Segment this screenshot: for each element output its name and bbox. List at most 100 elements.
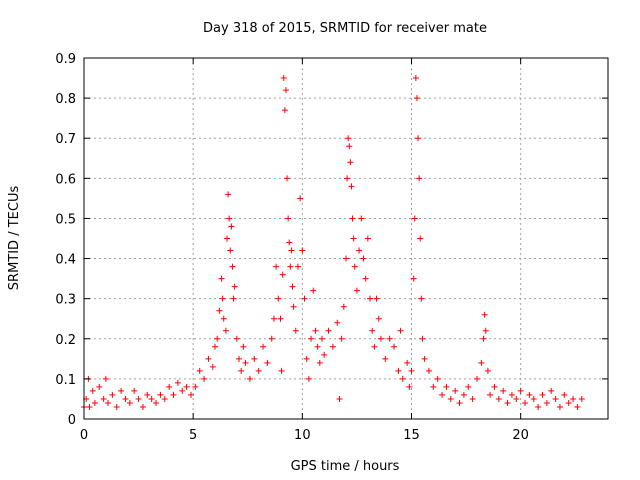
- data-point: [275, 295, 282, 302]
- data-point: [360, 255, 367, 262]
- data-point: [353, 287, 360, 294]
- y-tick-label: 0.6: [55, 172, 76, 187]
- data-point: [460, 391, 467, 398]
- y-tick-label: 0.8: [55, 92, 76, 107]
- y-tick-label: 0.9: [55, 52, 76, 67]
- x-tick-label: 5: [189, 428, 197, 443]
- data-point: [408, 367, 415, 374]
- data-point: [416, 175, 423, 182]
- data-point: [179, 387, 186, 394]
- data-point: [86, 403, 93, 410]
- data-point: [418, 295, 425, 302]
- data-point: [371, 343, 378, 350]
- data-point: [286, 239, 293, 246]
- data-point: [255, 367, 262, 374]
- data-point: [574, 403, 581, 410]
- data-point: [301, 295, 308, 302]
- data-point: [484, 367, 491, 374]
- data-point: [456, 399, 463, 406]
- data-point: [443, 383, 450, 390]
- data-point: [334, 319, 341, 326]
- data-point: [118, 387, 125, 394]
- data-point: [196, 367, 203, 374]
- data-point: [229, 263, 236, 270]
- data-point: [224, 235, 231, 242]
- data-point: [530, 395, 537, 402]
- data-point: [543, 399, 550, 406]
- data-point: [329, 343, 336, 350]
- x-axis-label: GPS time / hours: [291, 459, 400, 474]
- data-point: [481, 311, 488, 318]
- data-point: [218, 275, 225, 282]
- data-point: [349, 215, 356, 222]
- data-point: [358, 215, 365, 222]
- data-point: [166, 383, 173, 390]
- data-point: [356, 247, 363, 254]
- data-point: [561, 391, 568, 398]
- data-point: [216, 307, 223, 314]
- data-point: [139, 403, 146, 410]
- data-point: [284, 175, 291, 182]
- y-tick-label: 0.5: [55, 212, 76, 227]
- data-point: [292, 327, 299, 334]
- data-point: [321, 351, 328, 358]
- data-point: [535, 403, 542, 410]
- data-point: [336, 395, 343, 402]
- data-point: [495, 395, 502, 402]
- data-point: [214, 335, 221, 342]
- data-point: [395, 367, 402, 374]
- data-point: [399, 375, 406, 382]
- data-point: [377, 335, 384, 342]
- data-point: [144, 391, 151, 398]
- y-tick-label: 0.4: [55, 253, 76, 268]
- data-point: [240, 343, 247, 350]
- data-point: [170, 391, 177, 398]
- data-point: [231, 283, 238, 290]
- data-point: [297, 195, 304, 202]
- x-tick-label: 15: [403, 428, 420, 443]
- y-tick-label: 0: [68, 413, 76, 428]
- data-point: [526, 391, 533, 398]
- y-tick-label: 0.3: [55, 293, 76, 308]
- data-point: [430, 383, 437, 390]
- data-point: [290, 303, 297, 310]
- data-point: [347, 159, 354, 166]
- data-point: [219, 295, 226, 302]
- data-point: [96, 383, 103, 390]
- data-point: [325, 327, 332, 334]
- data-point: [122, 395, 129, 402]
- data-point: [500, 387, 507, 394]
- data-point: [153, 399, 160, 406]
- data-point: [246, 375, 253, 382]
- data-point: [421, 355, 428, 362]
- data-point: [425, 367, 432, 374]
- data-point: [287, 263, 294, 270]
- data-point: [491, 383, 498, 390]
- data-point: [238, 367, 245, 374]
- data-point: [348, 183, 355, 190]
- data-point: [404, 359, 411, 366]
- data-point: [469, 395, 476, 402]
- data-point: [105, 399, 112, 406]
- data-point: [474, 375, 480, 382]
- plot-frame: [83, 57, 609, 420]
- data-point: [346, 143, 353, 150]
- data-point: [391, 343, 398, 350]
- data-point: [299, 247, 306, 254]
- y-tick-label: 0.2: [55, 333, 76, 348]
- data-point: [236, 355, 243, 362]
- data-point: [318, 335, 325, 342]
- data-point: [201, 375, 208, 382]
- x-tick-label: 10: [294, 428, 311, 443]
- data-point: [382, 355, 389, 362]
- data-point: [386, 335, 393, 342]
- data-point: [487, 391, 494, 398]
- data-point: [209, 363, 216, 370]
- data-point: [350, 235, 357, 242]
- data-point: [517, 387, 524, 394]
- data-point: [367, 295, 374, 302]
- data-point: [294, 263, 301, 270]
- data-point: [513, 395, 520, 402]
- x-tick-label: 0: [80, 428, 88, 443]
